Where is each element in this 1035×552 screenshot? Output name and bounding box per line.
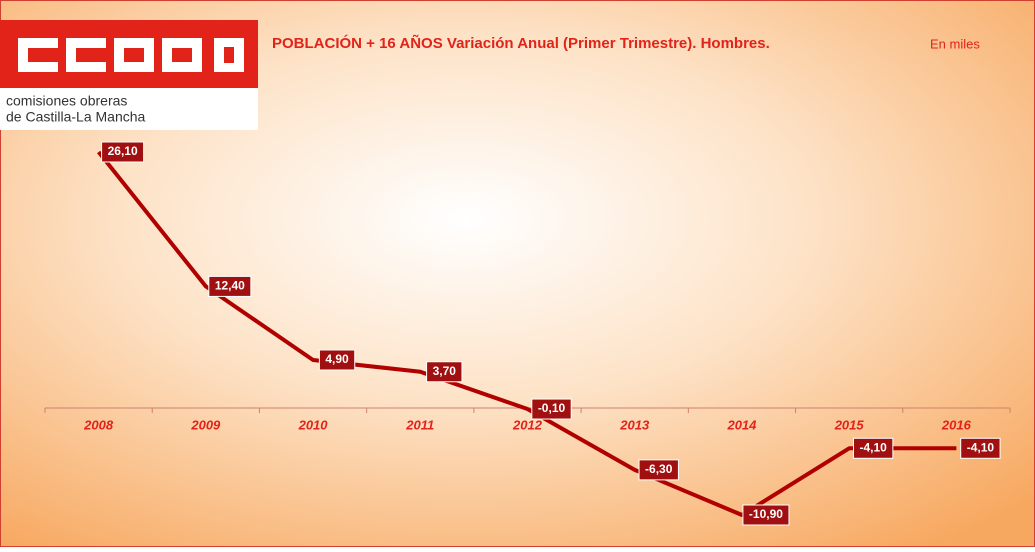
value-label: -4,10 [852,437,894,459]
value-label-text: -4,10 [859,440,887,454]
value-label-box [531,398,572,420]
value-label: -4,10 [960,437,1001,459]
value-label-box [742,504,790,526]
value-label-box [960,437,1001,459]
value-label-box [852,437,894,459]
value-label-text: -4,10 [967,440,995,454]
value-label: -0,10 [531,398,572,420]
value-label-text: -0,10 [538,401,566,415]
x-tick-label: 2016 [941,417,972,432]
value-label-box [208,275,252,297]
x-tick-label: 2008 [83,417,114,432]
value-label: -10,90 [742,504,790,526]
logo-letters [18,38,244,72]
chart-title: POBLACIÓN + 16 AÑOS Variación Anual (Pri… [272,34,770,52]
value-label-text: 26,10 [108,144,138,158]
logo-castle [224,47,234,63]
value-label-box [101,141,145,163]
logo-text: comisiones obreras [6,93,127,109]
value-label: 12,40 [208,275,252,297]
value-label-box [638,459,679,481]
value-label-text: 3,70 [433,364,457,378]
x-tick-label: 2012 [512,417,543,432]
logo: comisiones obreras de Castilla-La Mancha [0,20,258,130]
value-label-text: 12,40 [215,279,245,293]
value-label: 3,70 [426,361,463,383]
x-tick-label: 2015 [834,417,865,432]
logo-text: de Castilla-La Mancha [6,109,146,125]
value-label: 26,10 [101,141,145,163]
value-label-text: 4,90 [325,352,349,366]
value-label-text: -10,90 [749,507,783,521]
chart-subtitle: En miles [930,36,980,51]
value-label-box [426,361,463,383]
x-tick-label: 2011 [405,417,434,432]
x-tick-label: 2013 [619,417,650,432]
x-tick-label: 2014 [726,417,757,432]
line [97,150,957,517]
x-tick-label: 2010 [298,417,329,432]
value-label: 4,90 [318,349,356,371]
value-label-text: -6,30 [645,462,673,476]
value-label: -6,30 [638,459,679,481]
value-label-box [318,349,356,371]
x-tick-label: 2009 [190,417,221,432]
